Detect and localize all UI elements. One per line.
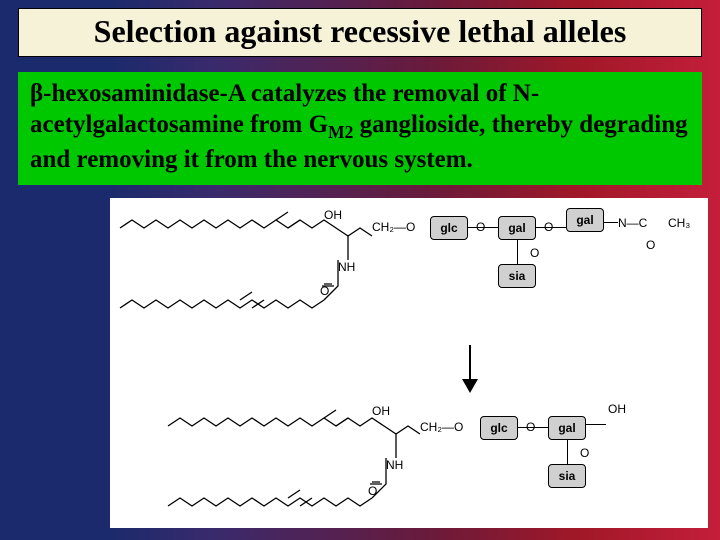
atom-label: N—C [618, 216, 647, 230]
sugar-gal: gal [548, 416, 586, 440]
atom-label: NH [338, 260, 355, 274]
atom-label: CH₂—O [372, 220, 415, 234]
sugar-glc: glc [430, 216, 468, 240]
sugar-sia: sia [548, 464, 586, 488]
link [604, 222, 618, 223]
title-box: Selection against recessive lethal allel… [18, 8, 702, 57]
atom-label: O [526, 420, 535, 434]
link [567, 440, 568, 464]
atom-label: OH [324, 208, 342, 222]
slide-container: Selection against recessive lethal allel… [0, 0, 720, 540]
atom-label: O [368, 484, 377, 498]
atom-label: OH [608, 402, 626, 416]
sugar-gal: gal [566, 208, 604, 232]
sugar-gal: gal [498, 216, 536, 240]
atom-label: O [320, 284, 329, 298]
atom-label: CH₃ [668, 216, 690, 230]
atom-label: O [580, 446, 589, 460]
atom-label: O [530, 246, 539, 260]
atom-label: CH₂—O [420, 420, 463, 434]
top-upper-chain [110, 198, 708, 528]
reaction-arrow-icon [450, 343, 490, 393]
atom-label: NH [386, 458, 403, 472]
chemical-diagram: glc gal gal sia glc gal sia OH CH₂—O O O… [110, 198, 708, 528]
atom-label: O [476, 220, 485, 234]
description-text: β-hexosaminidase-A catalyzes the removal… [30, 78, 690, 175]
link [517, 240, 518, 264]
sugar-sia: sia [498, 264, 536, 288]
sugar-glc: glc [480, 416, 518, 440]
atom-label: O [646, 238, 655, 252]
atom-label: OH [372, 404, 390, 418]
desc-subscript: M2 [328, 122, 353, 142]
description-box: β-hexosaminidase-A catalyzes the removal… [18, 72, 702, 185]
beta-symbol: β [30, 80, 43, 107]
atom-label: O [544, 220, 553, 234]
slide-title: Selection against recessive lethal allel… [29, 13, 691, 50]
link [586, 424, 606, 425]
